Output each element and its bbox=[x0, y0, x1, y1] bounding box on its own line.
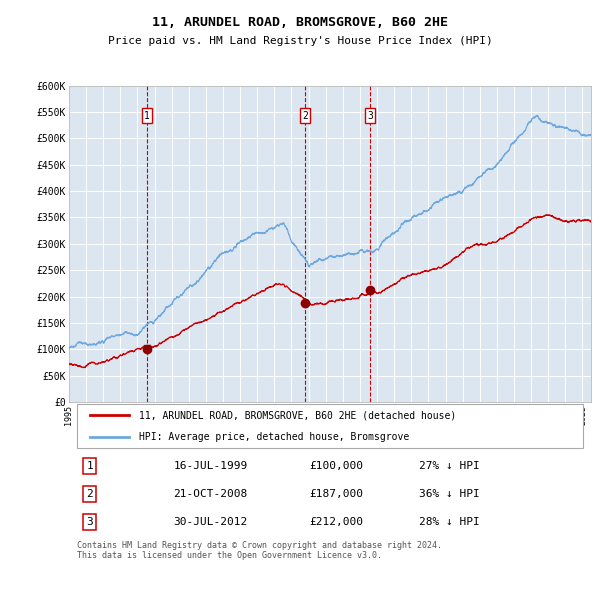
Text: 3: 3 bbox=[367, 110, 373, 120]
Text: 1: 1 bbox=[86, 461, 93, 471]
Text: 21-OCT-2008: 21-OCT-2008 bbox=[173, 489, 248, 499]
Text: Contains HM Land Registry data © Crown copyright and database right 2024.
This d: Contains HM Land Registry data © Crown c… bbox=[77, 541, 442, 560]
Text: 30-JUL-2012: 30-JUL-2012 bbox=[173, 517, 248, 527]
Text: 3: 3 bbox=[86, 517, 93, 527]
Text: 16-JUL-1999: 16-JUL-1999 bbox=[173, 461, 248, 471]
Text: 11, ARUNDEL ROAD, BROMSGROVE, B60 2HE: 11, ARUNDEL ROAD, BROMSGROVE, B60 2HE bbox=[152, 16, 448, 29]
Text: 2: 2 bbox=[86, 489, 93, 499]
Text: 28% ↓ HPI: 28% ↓ HPI bbox=[419, 517, 479, 527]
FancyBboxPatch shape bbox=[77, 404, 583, 448]
Text: 1: 1 bbox=[144, 110, 149, 120]
Text: 11, ARUNDEL ROAD, BROMSGROVE, B60 2HE (detached house): 11, ARUNDEL ROAD, BROMSGROVE, B60 2HE (d… bbox=[139, 410, 457, 420]
Text: Price paid vs. HM Land Registry's House Price Index (HPI): Price paid vs. HM Land Registry's House … bbox=[107, 37, 493, 46]
Text: HPI: Average price, detached house, Bromsgrove: HPI: Average price, detached house, Brom… bbox=[139, 432, 410, 442]
Text: 2: 2 bbox=[302, 110, 308, 120]
Text: 36% ↓ HPI: 36% ↓ HPI bbox=[419, 489, 479, 499]
Text: £212,000: £212,000 bbox=[309, 517, 363, 527]
Text: £100,000: £100,000 bbox=[309, 461, 363, 471]
Text: 27% ↓ HPI: 27% ↓ HPI bbox=[419, 461, 479, 471]
Text: £187,000: £187,000 bbox=[309, 489, 363, 499]
